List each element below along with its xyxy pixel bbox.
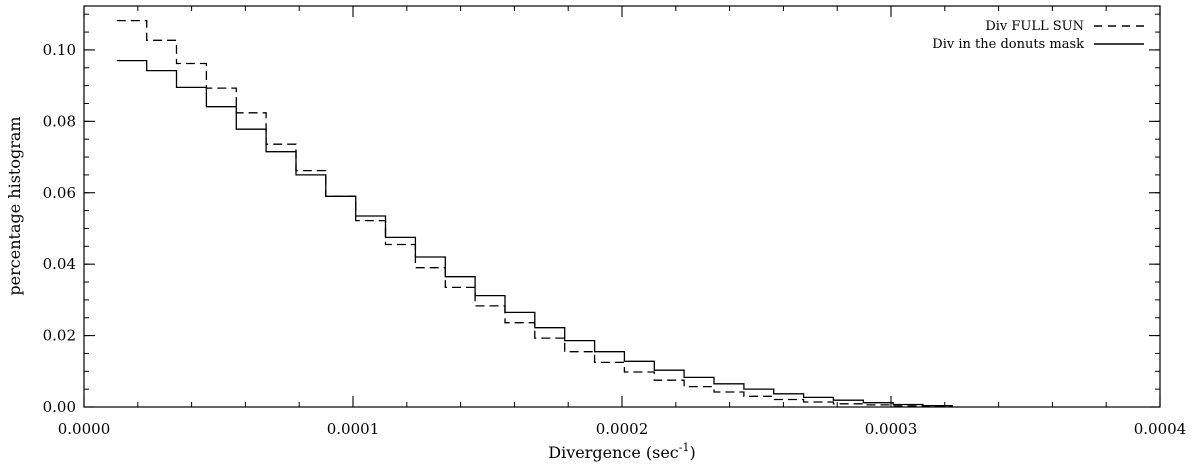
y-tick-label: 0.06	[43, 184, 76, 202]
y-tick-label: 0.08	[43, 112, 76, 130]
y-axis-ticks: 0.00 0.02 0.04 0.06 0.08 0.10	[43, 13, 1160, 416]
x-axis-label: Divergence (sec-1)	[548, 441, 695, 462]
x-tick-label: 0.0003	[865, 420, 918, 438]
y-tick-label: 0.10	[43, 41, 76, 59]
legend-label-full-sun: Div FULL SUN	[985, 19, 1084, 34]
series-donuts-mask-line	[116, 59, 953, 407]
series-layer	[116, 19, 953, 407]
y-tick-label: 0.00	[43, 398, 76, 416]
x-tick-label: 0.0002	[596, 420, 649, 438]
x-tick-label: 0.0001	[327, 420, 380, 438]
y-tick-label: 0.04	[43, 255, 76, 273]
x-tick-label: 0.0000	[58, 420, 111, 438]
legend: Div FULL SUN Div in the donuts mask	[932, 19, 1144, 52]
y-axis-label: percentage histogram	[5, 116, 24, 295]
x-tick-label: 0.0004	[1134, 420, 1187, 438]
legend-label-donuts-mask: Div in the donuts mask	[932, 37, 1084, 52]
x-axis-ticks: 0.0000 0.0001 0.0002 0.0003 0.0004	[58, 6, 1187, 438]
y-tick-label: 0.02	[43, 327, 76, 345]
plot-frame	[83, 5, 1161, 408]
series-full-sun-line	[116, 19, 953, 407]
